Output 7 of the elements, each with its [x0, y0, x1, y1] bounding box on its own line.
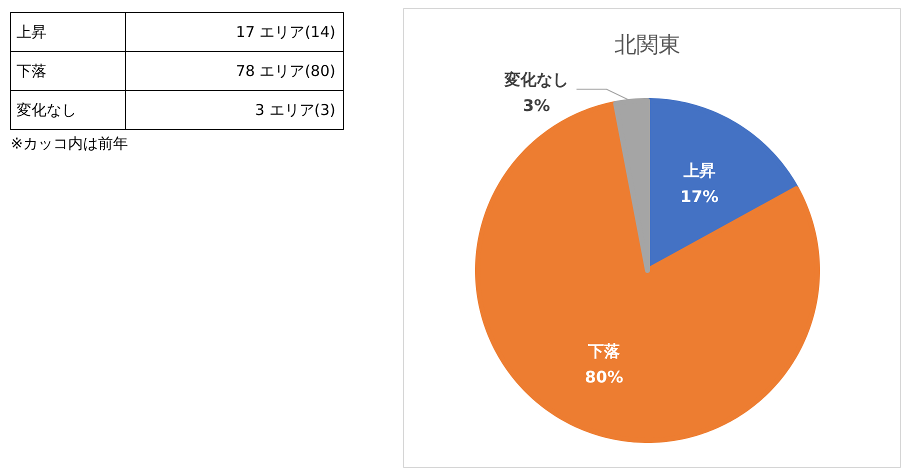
data-label: 80%	[584, 367, 624, 386]
slice-label: 上昇	[682, 161, 716, 180]
data-label: 3%	[522, 96, 550, 115]
slice-label: 変化なし	[504, 70, 568, 89]
chart-title: 北関東	[614, 33, 680, 58]
data-label: 17%	[680, 187, 719, 206]
slice-label: 下落	[587, 341, 620, 360]
